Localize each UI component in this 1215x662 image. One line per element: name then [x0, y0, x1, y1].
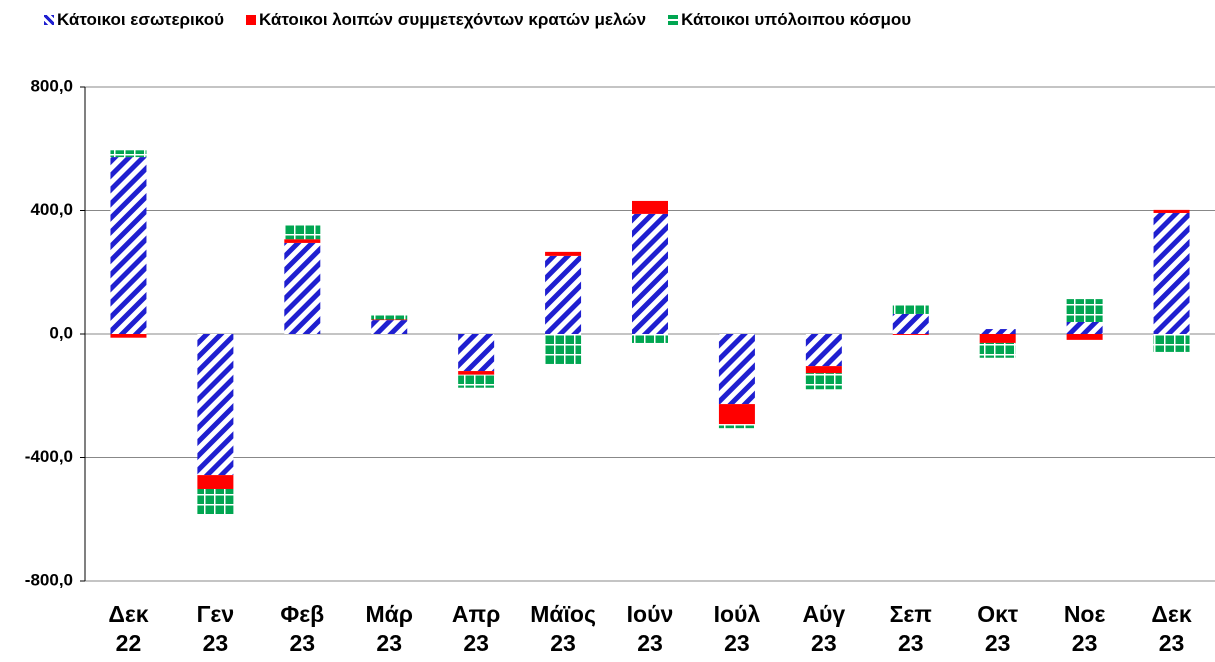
- bar-segment: [632, 213, 668, 334]
- legend-item: Κάτοικοι λοιπών συμμετεχόντων κρατών μελ…: [245, 10, 647, 30]
- bar-segment: [1066, 299, 1103, 322]
- legend-item: Κάτοικοι υπόλοιπου κόσμου: [668, 10, 911, 30]
- x-tick-label: Οκτ 23: [977, 601, 1019, 656]
- x-tick-label: Ιούν 23: [626, 601, 674, 656]
- y-tick-label: -800,0: [25, 570, 73, 589]
- bar-segment: [110, 150, 147, 158]
- bar-segment: [545, 251, 582, 256]
- legend-swatch: [44, 15, 54, 25]
- y-tick-label: 400,0: [30, 200, 73, 219]
- x-tick-label: Ιούλ 23: [713, 601, 761, 656]
- bar-segment: [718, 424, 755, 429]
- bar-segment: [1153, 212, 1190, 334]
- y-tick-label: 800,0: [30, 76, 73, 95]
- x-tick-label: Φεβ 23: [280, 601, 325, 656]
- x-tick-label: Απρ 23: [451, 601, 501, 656]
- bar-segment: [718, 334, 755, 405]
- legend-label: Κάτοικοι λοιπών συμμετεχόντων κρατών μελ…: [258, 10, 647, 29]
- bar-segment: [545, 255, 582, 334]
- x-tick-label: Μάρ 23: [365, 601, 413, 656]
- bar-segment: [1066, 334, 1103, 340]
- bar-segment: [1153, 209, 1190, 213]
- legend-swatch: [668, 15, 679, 25]
- x-tick-label: Σεπ 23: [889, 601, 932, 656]
- bar-segment: [371, 315, 408, 320]
- bar-segment: [458, 334, 495, 372]
- x-tick-label: Αύγ 23: [802, 601, 846, 656]
- x-tick-label: Νοε 23: [1063, 601, 1106, 656]
- y-tick-label: -400,0: [25, 447, 73, 466]
- legend: Κάτοικοι εσωτερικού Κάτοικοι λοιπών συμμε…: [44, 10, 911, 30]
- legend-label: Κάτοικοι εσωτερικού: [57, 10, 224, 29]
- bar-segment: [371, 319, 408, 321]
- bar-segment: [284, 242, 321, 334]
- bar-segment: [284, 224, 321, 240]
- bar-segment: [979, 342, 1016, 358]
- bar-segment: [197, 475, 234, 489]
- x-tick-label: Γεν 23: [196, 601, 235, 656]
- bar-segment: [892, 313, 929, 334]
- legend-label: Κάτοικοι υπόλοιπου κόσμου: [681, 10, 912, 29]
- bar-segment: [979, 329, 1016, 334]
- bar-segment: [458, 374, 495, 388]
- x-tick-label: Δεκ 22: [108, 601, 149, 656]
- bar-segment: [545, 334, 582, 364]
- bar-segment: [110, 334, 147, 338]
- bar-segment: [979, 334, 1016, 343]
- x-tick-label: Μάϊος 23: [530, 601, 596, 656]
- bar-segment: [632, 200, 668, 214]
- bar-segment: [197, 334, 234, 476]
- bar-segment: [458, 371, 495, 375]
- bar-segment: [892, 304, 929, 314]
- legend-swatch: [245, 15, 256, 25]
- legend-item: Κάτοικοι εσωτερικού: [44, 10, 224, 30]
- bar-segment: [805, 373, 842, 390]
- bar-segment: [371, 320, 408, 334]
- bar-segment: [197, 488, 234, 515]
- bar-segment: [718, 404, 755, 425]
- x-tick-label: Δεκ 23: [1151, 601, 1192, 656]
- bar-segment: [632, 334, 668, 343]
- bar-segment: [1153, 334, 1190, 352]
- y-tick-label: 0,0: [49, 323, 73, 342]
- bar-segment: [892, 334, 929, 335]
- bar-segment: [110, 157, 147, 334]
- bar-segment: [805, 366, 842, 374]
- bar-segment: [284, 239, 321, 243]
- bar-segment: [805, 334, 842, 367]
- bar-segment: [1066, 321, 1103, 334]
